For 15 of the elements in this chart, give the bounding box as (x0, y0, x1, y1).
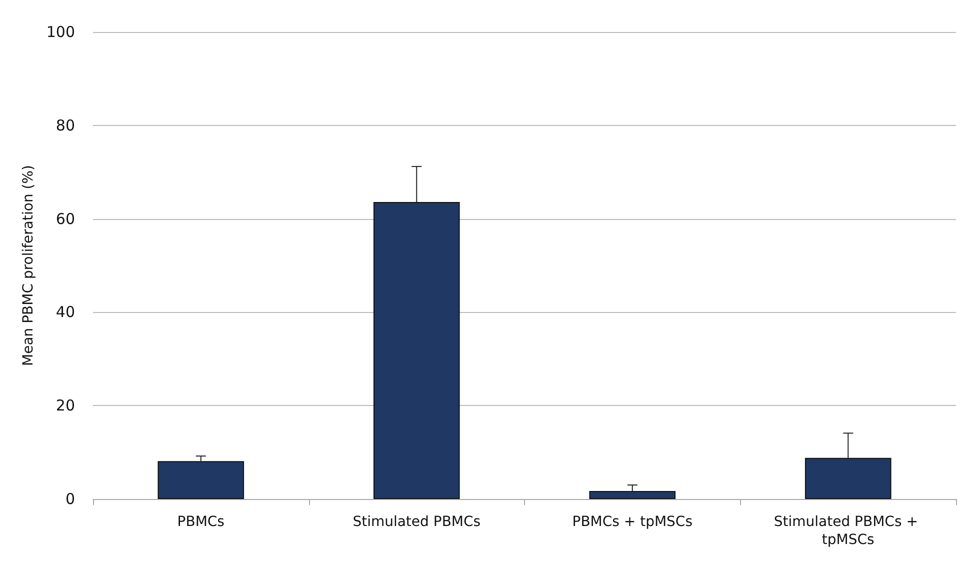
y-axis-title: Mean PBMC proliferation (%) (20, 165, 36, 366)
bar (373, 202, 460, 499)
y-tick-label: 40 (56, 303, 75, 322)
x-tick-label: Stimulated PBMCs (352, 514, 481, 530)
x-tick-label: PBMCs + tpMSCs (572, 514, 692, 530)
bar (589, 491, 676, 499)
y-tick-label: 80 (56, 116, 75, 134)
x-tick-label: PBMCs (177, 514, 224, 530)
x-tick-label: Stimulated PBMCs + tpMSCs (774, 514, 922, 548)
y-tick-label: 20 (56, 396, 75, 415)
bar (158, 461, 244, 499)
y-tick-label: 100 (46, 23, 75, 41)
y-tick-label: 60 (56, 210, 75, 228)
bar (804, 458, 892, 499)
y-tick-label: 0 (65, 490, 75, 508)
